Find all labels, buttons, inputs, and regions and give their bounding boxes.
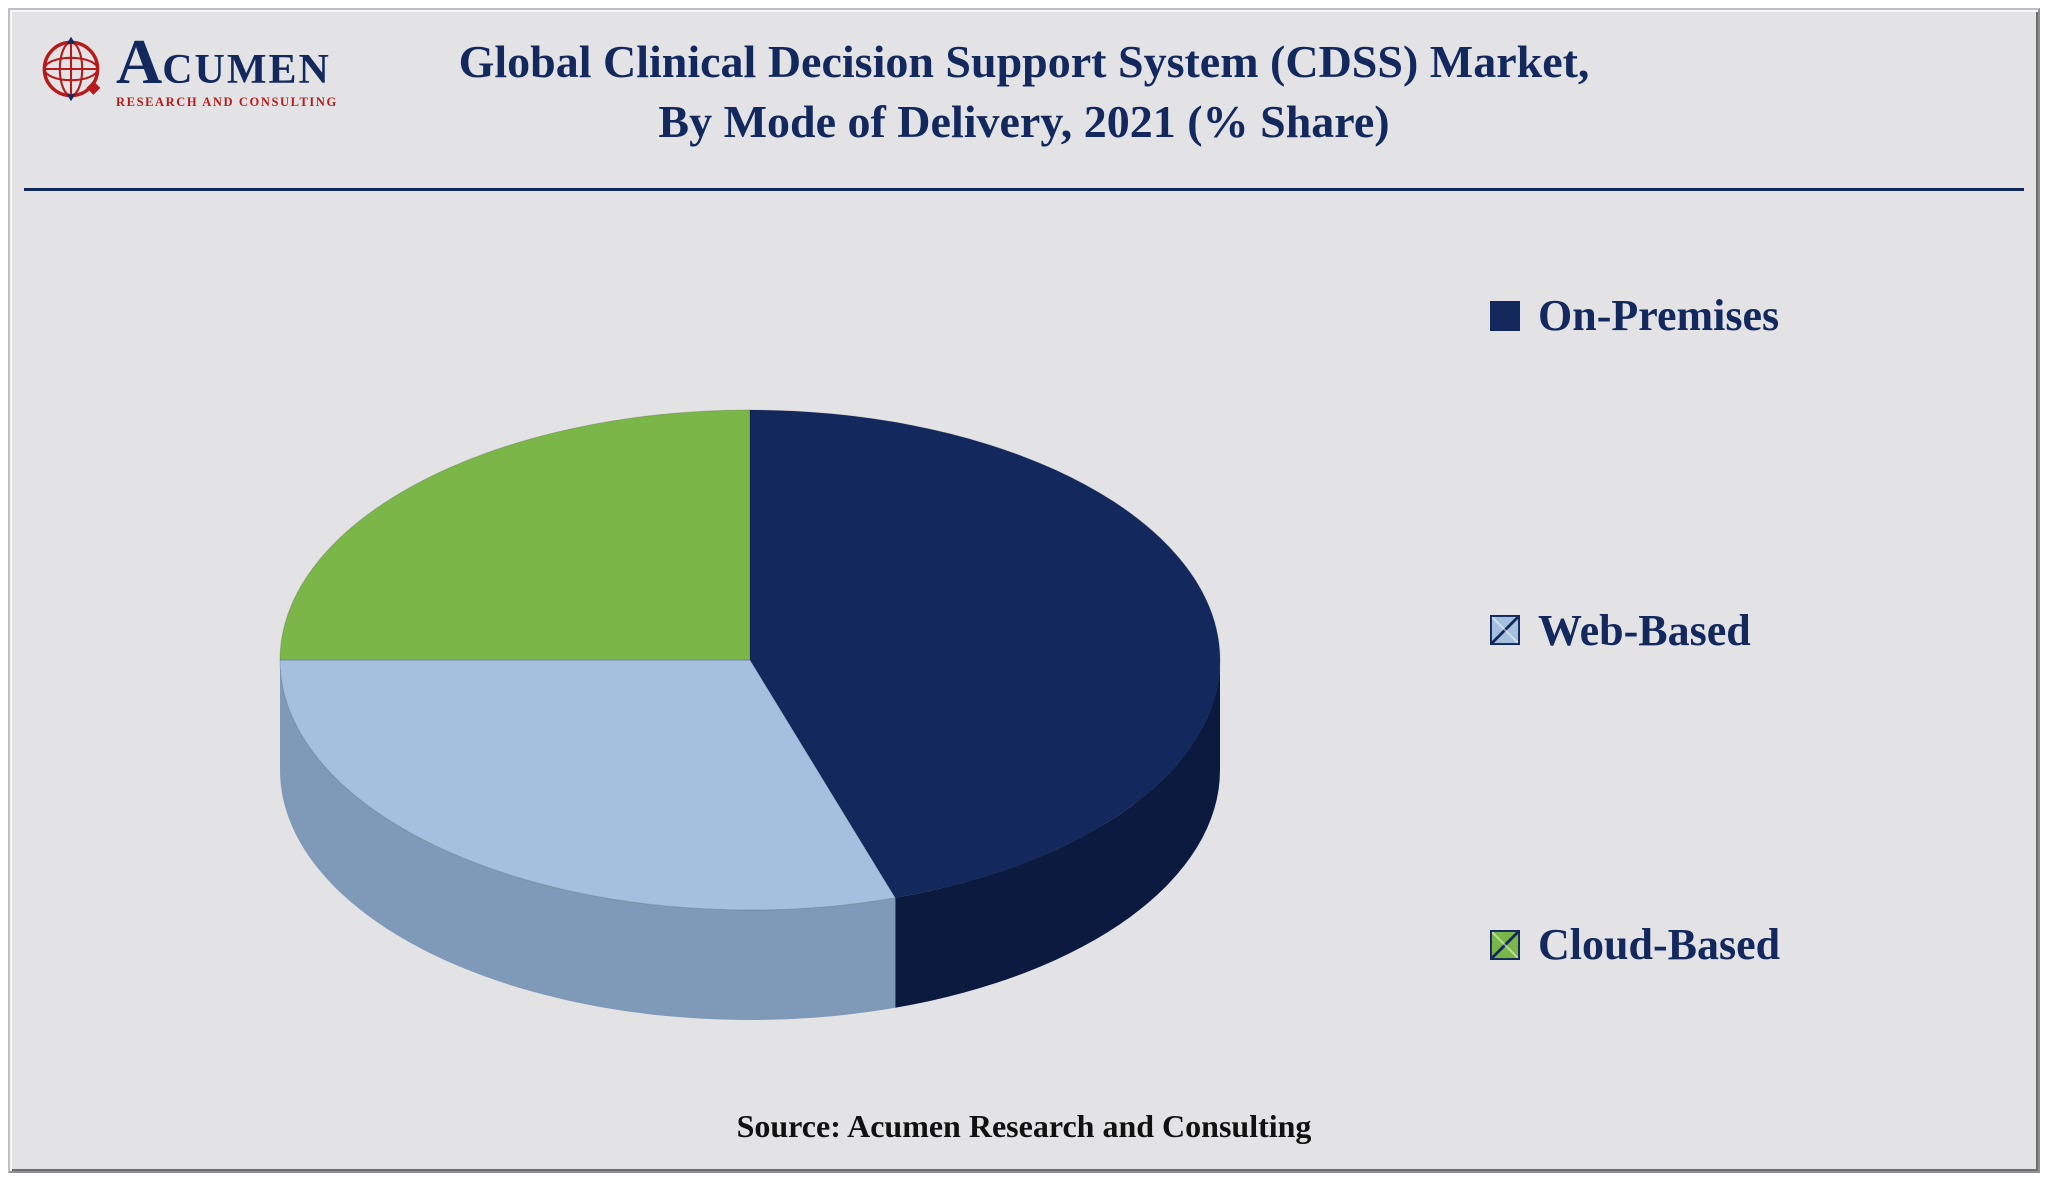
legend-swatch-icon: [1490, 301, 1520, 331]
brand-logo-text: A CUMEN RESEARCH AND CONSULTING: [116, 30, 338, 109]
brand-logo-rest: CUMEN: [162, 49, 331, 91]
brand-logo-letter: A: [116, 30, 162, 94]
legend-item-cloud-based: Cloud-Based: [1490, 919, 2010, 970]
legend-label: On-Premises: [1538, 290, 1779, 341]
chart-panel: A CUMEN RESEARCH AND CONSULTING Global C…: [8, 8, 2040, 1173]
legend-label: Web-Based: [1538, 605, 1751, 656]
legend-item-web-based: Web-Based: [1490, 605, 2010, 656]
legend-item-on-premises: On-Premises: [1490, 290, 2010, 341]
pie-slice-top: [280, 410, 750, 660]
brand-logo: A CUMEN RESEARCH AND CONSULTING: [36, 30, 338, 109]
outer-frame: A CUMEN RESEARCH AND CONSULTING Global C…: [0, 0, 2048, 1181]
pie-chart: [100, 260, 1400, 1040]
legend: On-Premises Web-Based Cloud-Based: [1490, 270, 2010, 1030]
header: A CUMEN RESEARCH AND CONSULTING Global C…: [24, 24, 2024, 184]
brand-logo-subtitle: RESEARCH AND CONSULTING: [116, 96, 338, 109]
header-divider: [24, 188, 2024, 191]
globe-icon: [36, 34, 106, 104]
source-attribution: Source: Acumen Research and Consulting: [10, 1108, 2038, 1145]
legend-label: Cloud-Based: [1538, 919, 1780, 970]
brand-logo-word: A CUMEN: [116, 30, 338, 94]
legend-swatch-icon: [1490, 930, 1520, 960]
legend-swatch-icon: [1490, 615, 1520, 645]
